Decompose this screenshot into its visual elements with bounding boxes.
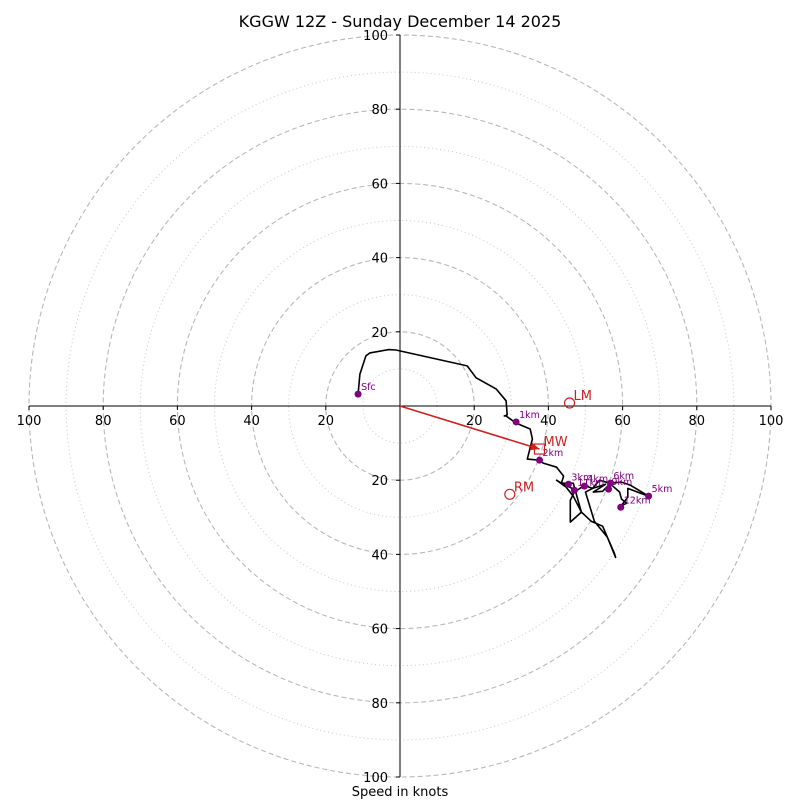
x-tick-label: 80 xyxy=(689,414,706,429)
y-tick-label: 40 xyxy=(371,252,388,267)
y-tick-label: 40 xyxy=(371,548,388,563)
height-label-12km: 12km xyxy=(624,495,651,506)
hodograph-trace-group xyxy=(357,348,650,559)
storm-motion-label-rm: RM xyxy=(514,480,534,495)
chart-title: KGGW 12Z - Sunday December 14 2025 xyxy=(239,12,562,31)
height-point-4km xyxy=(580,482,588,490)
y-tick-label: 20 xyxy=(371,474,388,489)
y-tick-label: 100 xyxy=(363,29,388,44)
height-point-11km xyxy=(570,486,578,494)
height-label-3km: 3km xyxy=(571,472,592,483)
x-axis-label: Speed in knots xyxy=(352,785,449,800)
y-tick-label: 20 xyxy=(371,326,388,341)
x-tick-label: 100 xyxy=(17,414,42,429)
mean-wind-vector xyxy=(399,405,540,450)
y-tick-label: 80 xyxy=(371,103,388,118)
x-tick-label: 40 xyxy=(243,414,260,429)
height-point-1km xyxy=(512,418,520,426)
x-tick-label: 80 xyxy=(95,414,112,429)
height-point-12km xyxy=(617,503,625,511)
height-point-3km xyxy=(564,480,572,488)
hodograph-trace xyxy=(357,348,650,559)
height-label-9km: 9km xyxy=(612,477,633,488)
x-tick-label: 100 xyxy=(759,414,784,429)
height-point-sfc xyxy=(354,390,362,398)
height-label-2km: 2km xyxy=(542,448,563,459)
x-tick-label: 20 xyxy=(466,414,483,429)
y-tick-label: 80 xyxy=(371,697,388,712)
height-point-9km xyxy=(605,485,613,493)
y-tick-label: 60 xyxy=(371,177,388,192)
storm-motion-marker-rm xyxy=(504,488,516,500)
tick-labels: 100 80 60 40 20 20 40 60 80 100 100 80 60 40 20 20 40 60 8… xyxy=(17,29,784,786)
height-label-6km: 6km xyxy=(613,471,634,482)
height-label-4km: 4km xyxy=(587,474,608,485)
height-point-5km xyxy=(645,492,653,500)
storm-motion-marker-mw xyxy=(533,443,546,455)
storm-motion-label-mw: MW xyxy=(543,435,567,450)
height-label-sfc: Sfc xyxy=(361,382,376,393)
x-tick-label: 40 xyxy=(540,414,557,429)
height-point-6km xyxy=(606,479,614,487)
x-tick-label: 20 xyxy=(318,414,335,429)
height-label-1km: 1km xyxy=(519,410,540,421)
height-point-2km xyxy=(535,456,543,464)
x-tick-label: 60 xyxy=(614,414,631,429)
height-label-11km: 11km xyxy=(577,478,604,489)
storm-motion-group: LM MW RM xyxy=(504,389,592,500)
storm-motion-label-lm: LM xyxy=(574,389,592,404)
height-label-5km: 5km xyxy=(652,484,673,495)
storm-motion-marker-lm xyxy=(563,397,576,409)
y-tick-label: 60 xyxy=(371,623,388,638)
x-tick-label: 60 xyxy=(169,414,186,429)
y-tick-label: 100 xyxy=(363,771,388,786)
